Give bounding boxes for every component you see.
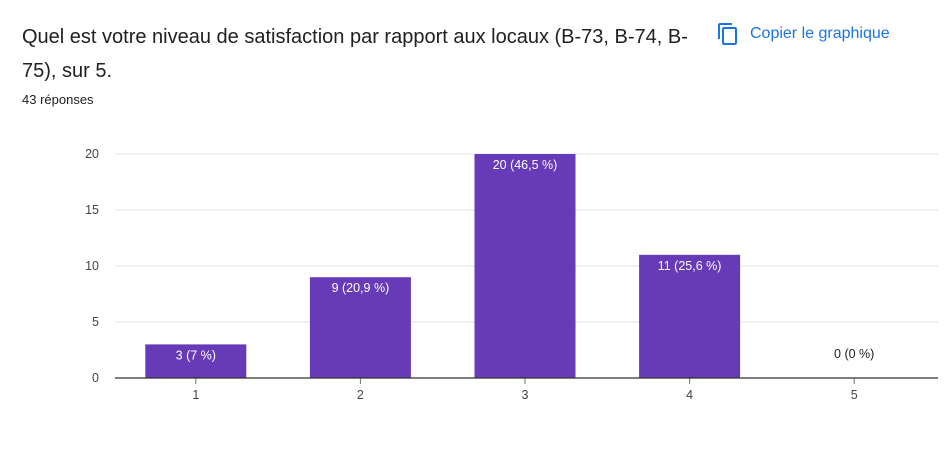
x-tick-label: 2 [357, 388, 364, 402]
x-tick-label: 1 [192, 388, 199, 402]
copy-chart-label: Copier le graphique [750, 25, 890, 42]
question-title: Quel est votre niveau de satisfaction pa… [22, 26, 688, 82]
response-count: 43 réponses [22, 92, 94, 107]
y-tick-label: 0 [92, 371, 99, 385]
bar [474, 154, 576, 378]
bar-data-label: 20 (46,5 %) [493, 158, 558, 172]
y-tick-label: 20 [85, 147, 99, 161]
y-tick-label: 5 [92, 315, 99, 329]
bar-data-label: 11 (25,6 %) [658, 259, 722, 273]
bar-data-label: 3 (7 %) [176, 348, 216, 362]
bar-data-label: 0 (0 %) [834, 347, 874, 361]
x-tick-label: 3 [522, 388, 529, 402]
copy-icon [716, 22, 740, 46]
bar [639, 254, 741, 378]
y-tick-label: 10 [85, 259, 99, 273]
bar [309, 277, 411, 378]
bar-data-label: 9 (20,9 %) [332, 281, 390, 295]
copy-chart-button[interactable]: Copier le graphique [712, 18, 894, 50]
x-tick-label: 4 [686, 388, 693, 402]
x-tick-label: 5 [851, 388, 858, 402]
y-tick-label: 15 [85, 203, 99, 217]
bar [145, 344, 247, 378]
